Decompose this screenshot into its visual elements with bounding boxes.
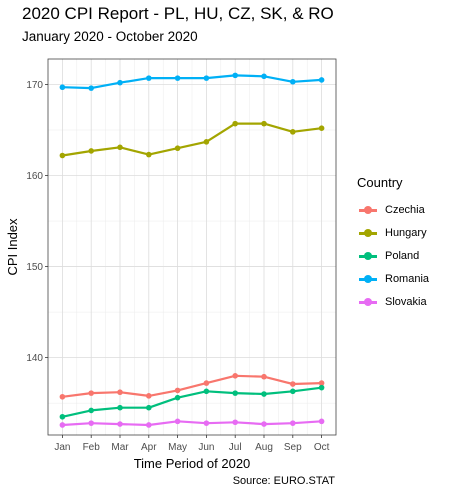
y-tick-label: 150 [26, 262, 43, 273]
x-tick-label: May [168, 442, 187, 453]
x-tick-label: Mar [111, 442, 129, 453]
data-point-slovakia [318, 418, 325, 425]
data-point-czechia [318, 380, 325, 386]
data-point-poland [232, 390, 238, 396]
x-tick-label: Jun [198, 442, 214, 453]
x-tick-label: Feb [83, 442, 101, 453]
y-tick-label: 160 [26, 171, 43, 182]
data-point-slovakia [232, 419, 238, 426]
data-point-slovakia [203, 420, 210, 426]
data-point-hungary [318, 125, 325, 131]
y-tick-label: 140 [26, 353, 43, 364]
y-axis-label: CPI Index [5, 218, 20, 276]
legend-label: Romania [385, 272, 430, 285]
legend-key [357, 249, 379, 263]
legend-item-czechia: Czechia [357, 198, 429, 221]
x-tick-label: Apr [141, 442, 157, 453]
data-point-hungary [174, 145, 181, 152]
data-point-poland [261, 391, 267, 397]
data-point-czechia [232, 373, 238, 379]
data-point-hungary [203, 139, 210, 145]
legend-item-romania: Romania [357, 267, 429, 290]
data-point-czechia [146, 393, 152, 399]
data-point-romania [174, 75, 181, 81]
x-tick-label: Jul [229, 442, 242, 453]
data-point-hungary [261, 120, 267, 127]
x-tick-label: Sep [284, 442, 302, 453]
data-point-romania [290, 78, 296, 85]
series-line-czechia [61, 374, 323, 398]
x-tick-label: Oct [314, 442, 330, 453]
legend-items: Czechia Hungary Poland Romania Slovakia [357, 198, 429, 313]
series-line-poland [61, 386, 323, 418]
data-point-romania [232, 72, 238, 79]
data-point-poland [146, 404, 152, 411]
data-point-slovakia [146, 422, 152, 428]
data-point-hungary [88, 148, 94, 154]
data-point-slovakia [174, 418, 181, 425]
legend-label: Hungary [385, 226, 427, 239]
data-point-czechia [290, 381, 296, 387]
plot-border [47, 58, 337, 436]
series-line-hungary [61, 122, 323, 157]
data-point-slovakia [261, 421, 267, 427]
data-point-czechia [117, 389, 123, 396]
chart-subtitle: January 2020 - October 2020 [22, 29, 198, 44]
legend-label: Slovakia [385, 295, 427, 308]
data-point-romania [146, 75, 152, 81]
chart-title: 2020 CPI Report - PL, HU, CZ, SK, & RO [22, 4, 334, 23]
legend-label: Poland [385, 249, 420, 262]
x-tick-label: Aug [255, 442, 273, 453]
data-point-slovakia [290, 420, 296, 426]
legend-key [357, 226, 379, 240]
legend-item-slovakia: Slovakia [357, 290, 429, 313]
x-tick-label: Jan [54, 442, 70, 453]
data-point-slovakia [117, 421, 123, 427]
legend-label: Czechia [385, 203, 425, 216]
data-point-hungary [146, 151, 152, 158]
data-point-romania [203, 75, 210, 81]
data-point-poland [59, 413, 66, 420]
data-point-hungary [232, 120, 238, 127]
data-point-hungary [59, 152, 66, 159]
legend-key [357, 295, 379, 309]
data-point-poland [203, 388, 210, 395]
data-point-poland [318, 384, 325, 391]
data-point-slovakia [59, 422, 66, 428]
data-point-czechia [261, 373, 267, 380]
data-point-romania [261, 73, 267, 80]
data-point-czechia [174, 387, 181, 394]
series-line-romania [61, 74, 323, 90]
series-line-slovakia [61, 420, 323, 427]
data-point-poland [174, 394, 181, 401]
legend-key [357, 272, 379, 286]
data-point-romania [59, 84, 66, 91]
legend-title: Country [357, 175, 403, 190]
legend: Country Czechia Hungary Poland Romania Slova… [357, 175, 429, 313]
legend-item-poland: Poland [357, 244, 429, 267]
data-point-romania [318, 77, 325, 83]
legend-key [357, 203, 379, 217]
legend-item-hungary: Hungary [357, 221, 429, 244]
data-point-poland [88, 407, 94, 414]
data-point-romania [117, 79, 123, 86]
data-point-romania [88, 85, 94, 91]
y-tick-label: 170 [26, 80, 43, 91]
chart-caption: Source: EURO.STAT [232, 475, 335, 487]
data-point-hungary [290, 129, 296, 135]
data-point-poland [117, 404, 123, 411]
data-point-poland [290, 388, 296, 395]
data-point-czechia [59, 393, 66, 400]
data-point-hungary [117, 144, 123, 151]
x-axis-label: Time Period of 2020 [134, 456, 251, 471]
data-point-czechia [88, 390, 94, 396]
data-point-slovakia [88, 420, 94, 426]
data-point-czechia [203, 380, 210, 386]
